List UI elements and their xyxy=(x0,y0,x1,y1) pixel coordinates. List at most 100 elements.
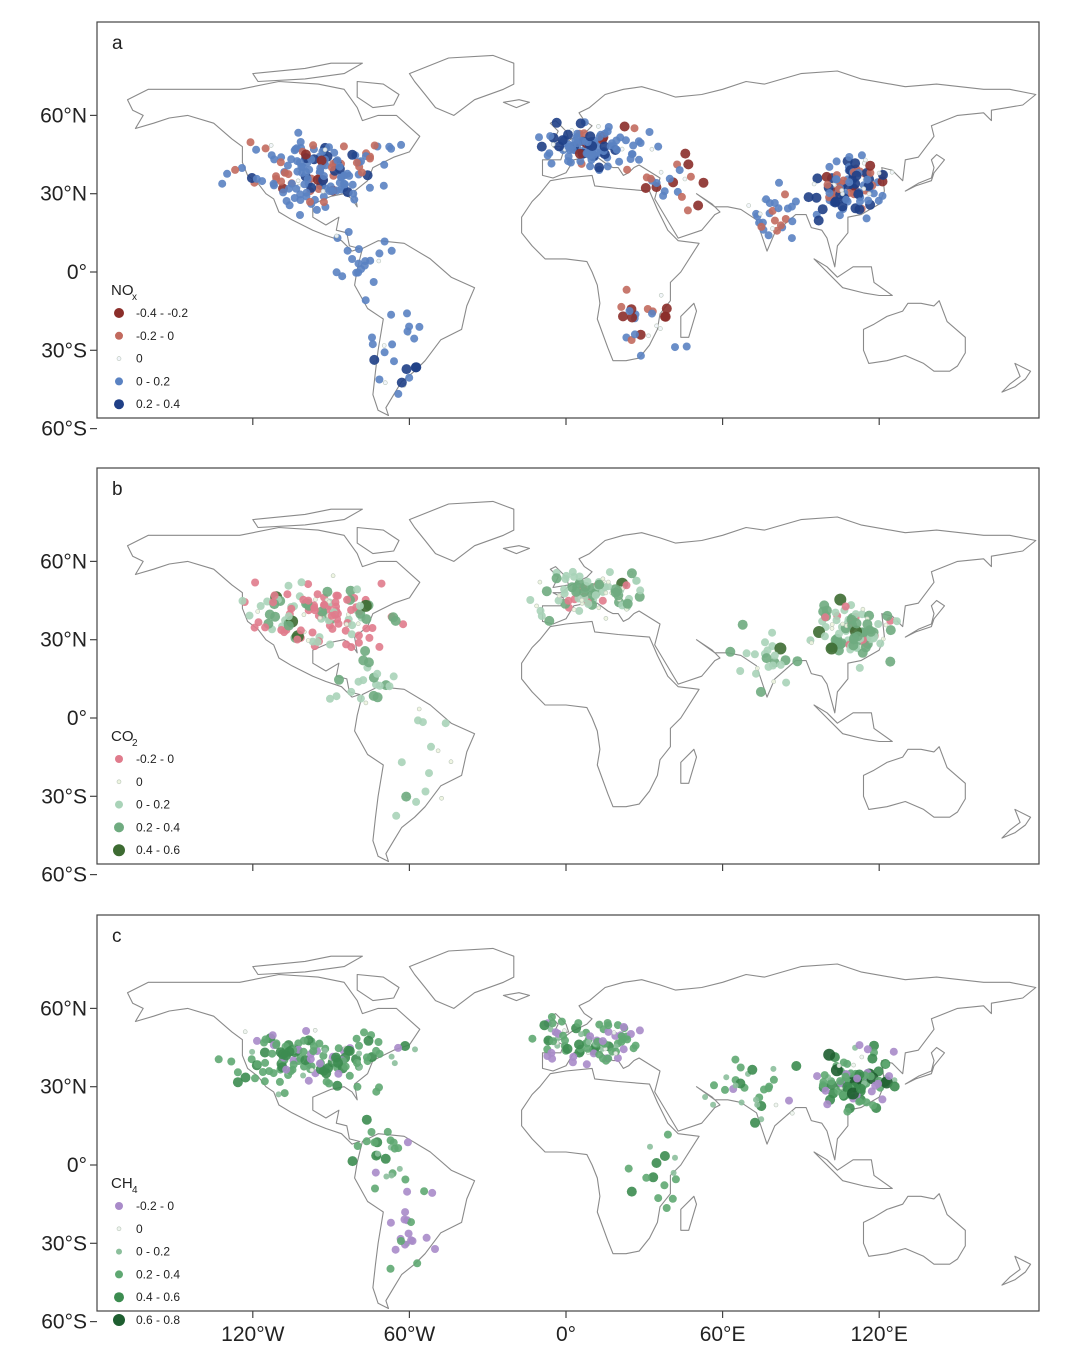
legend-item-label: -0.2 - 0 xyxy=(136,752,174,766)
site-marker xyxy=(320,600,329,609)
site-marker xyxy=(355,621,361,627)
site-marker xyxy=(420,1187,429,1196)
site-marker xyxy=(403,1138,412,1147)
y-tick-label: 0° xyxy=(67,261,87,284)
site-marker xyxy=(319,1051,328,1060)
site-marker xyxy=(660,187,669,196)
site-marker xyxy=(551,1028,560,1037)
site-marker xyxy=(604,1054,613,1063)
site-marker xyxy=(334,233,339,239)
site-marker xyxy=(296,211,304,219)
site-marker xyxy=(571,586,582,597)
site-marker xyxy=(645,128,654,136)
land-madagascar xyxy=(680,302,698,338)
legend-item-label: 0 - 0.2 xyxy=(136,1245,170,1259)
site-marker xyxy=(251,578,260,587)
site-marker xyxy=(313,590,322,599)
site-markers xyxy=(238,567,901,820)
legend-title: CH xyxy=(111,1175,133,1192)
site-marker xyxy=(428,1188,437,1197)
site-marker xyxy=(259,1047,270,1058)
land-africa xyxy=(521,1067,700,1255)
site-marker xyxy=(574,148,585,159)
site-marker xyxy=(646,174,655,183)
site-marker xyxy=(413,1259,422,1268)
site-marker xyxy=(539,1020,550,1031)
site-marker xyxy=(659,1151,670,1161)
site-marker xyxy=(400,1041,411,1051)
site-marker xyxy=(562,1043,573,1054)
coastlines xyxy=(126,500,1037,863)
site-marker xyxy=(347,606,356,614)
site-marker xyxy=(773,226,781,235)
site-marker xyxy=(863,175,872,184)
site-marker xyxy=(874,620,883,628)
site-marker xyxy=(326,599,332,605)
site-marker xyxy=(366,256,375,265)
y-tick-label: 30°S xyxy=(41,1232,87,1255)
legend-swatch xyxy=(115,1270,123,1279)
site-marker xyxy=(377,579,386,588)
legend-item-label: 0.2 - 0.4 xyxy=(136,820,180,834)
site-marker xyxy=(677,192,686,201)
legend-item-label: 0.4 - 0.6 xyxy=(136,843,180,857)
site-marker xyxy=(379,181,388,190)
site-marker xyxy=(785,1096,793,1105)
site-marker xyxy=(605,568,614,577)
legend: NOx -0.4 - -0.2 -0.2 - 0 0 0 - 0.2 0.2 - 0.4 xyxy=(111,282,188,411)
site-marker xyxy=(380,348,389,357)
site-marker xyxy=(774,204,783,213)
site-marker xyxy=(840,191,845,197)
site-marker xyxy=(233,1068,242,1077)
legend-title-subscript: 4 xyxy=(132,1185,138,1196)
site-marker xyxy=(363,657,374,668)
map-panel-a: a 60°N 30°N 0° 30°S 60°S NOx -0.4 - -0.2 -0.2 - … xyxy=(40,21,1040,441)
site-marker xyxy=(889,1047,898,1056)
site-marker xyxy=(344,1046,355,1056)
site-marker xyxy=(792,656,803,667)
site-marker xyxy=(630,124,639,133)
site-marker xyxy=(394,1144,403,1153)
site-marker xyxy=(315,1059,324,1068)
site-marker xyxy=(327,611,336,620)
land-canadaIsles xyxy=(252,508,363,529)
site-marker xyxy=(584,600,593,608)
site-marker xyxy=(776,660,785,669)
site-marker xyxy=(820,1071,829,1080)
site-marker xyxy=(369,278,378,286)
site-marker xyxy=(312,1028,318,1033)
site-marker xyxy=(856,197,864,206)
site-marker xyxy=(323,1063,334,1074)
land-canadaIsles xyxy=(252,62,363,83)
site-marker xyxy=(381,343,387,348)
site-marker xyxy=(881,1060,890,1069)
land-iceland xyxy=(502,992,531,1002)
site-marker xyxy=(813,1072,822,1081)
site-marker xyxy=(314,185,323,193)
site-marker xyxy=(309,1067,315,1073)
site-marker xyxy=(367,1128,376,1136)
site-marker xyxy=(310,606,319,615)
site-marker xyxy=(403,1187,412,1196)
site-marker xyxy=(636,586,645,595)
site-marker xyxy=(431,1245,439,1253)
legend-item-label: 0.4 - 0.6 xyxy=(136,1290,180,1304)
site-marker xyxy=(369,354,380,365)
site-marker xyxy=(256,602,265,610)
site-marker xyxy=(309,1047,318,1056)
site-marker xyxy=(857,151,866,160)
site-marker xyxy=(396,1165,403,1172)
site-marker xyxy=(883,622,889,628)
site-marker xyxy=(561,575,570,583)
site-marker xyxy=(878,1095,887,1104)
site-marker xyxy=(595,1050,604,1059)
site-marker xyxy=(544,615,555,626)
site-marker xyxy=(334,1069,343,1078)
site-marker xyxy=(356,1050,363,1057)
site-marker xyxy=(586,162,595,171)
site-marker xyxy=(626,155,635,163)
site-marker xyxy=(361,1114,372,1125)
site-marker xyxy=(576,157,585,166)
site-marker xyxy=(671,1175,680,1184)
site-marker xyxy=(775,178,783,187)
